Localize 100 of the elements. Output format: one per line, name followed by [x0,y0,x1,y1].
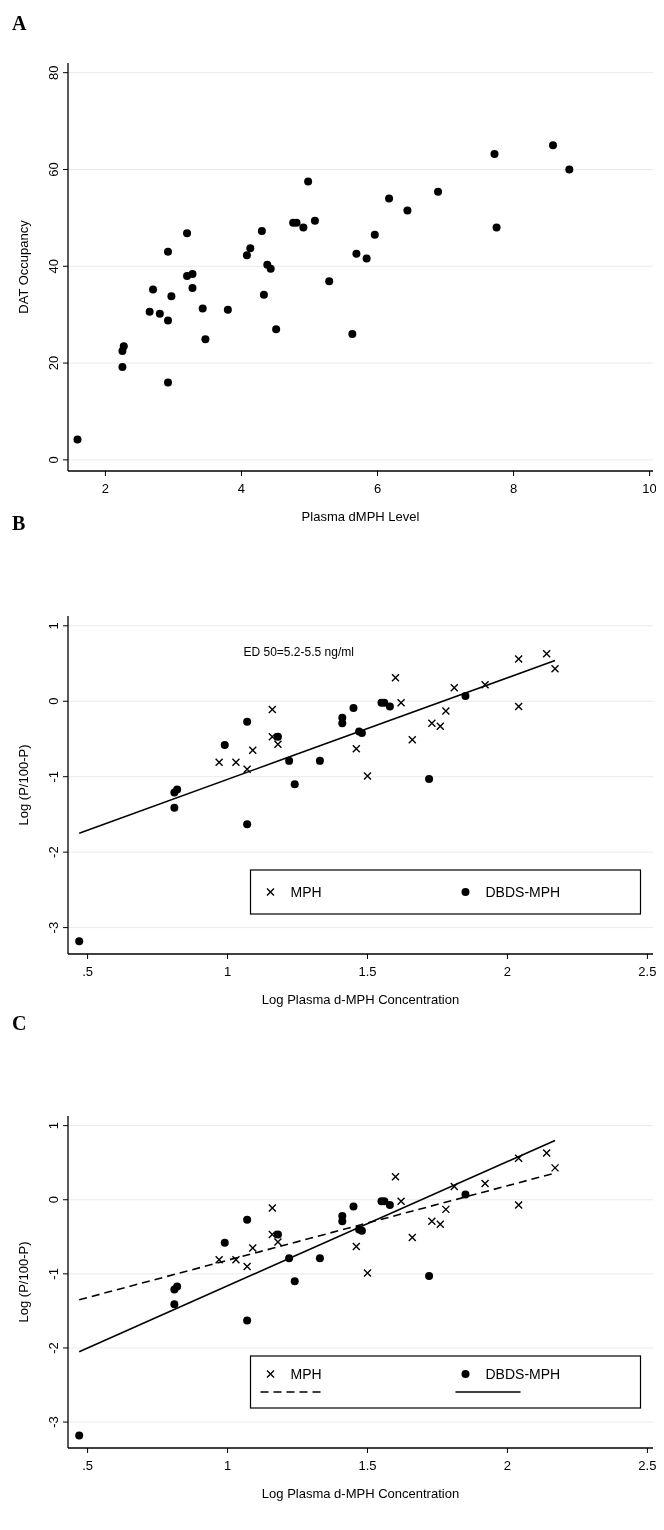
chart-title: C [12,1012,27,1034]
x-axis-title: Plasma dMPH Level [301,509,420,524]
point [352,744,361,753]
point [348,330,357,339]
point [73,435,82,444]
x-tick-label: 2 [503,1458,512,1473]
point [425,1272,434,1281]
y-tick-label: 0 [46,456,61,464]
point [248,1243,257,1253]
point [170,803,179,812]
point [75,1431,84,1440]
x-axis-title: Log Plasma d-MPH Concentration [261,992,460,1007]
point [315,756,324,765]
x-tick-label: 2 [101,481,110,496]
point [75,937,84,946]
point [290,780,299,789]
point [223,305,232,314]
point [450,683,459,692]
point [514,1154,523,1163]
point [385,1200,394,1209]
point [183,229,192,238]
x-tick-label: 2.5 [638,964,657,979]
legend-label: DBDS-MPH [485,884,561,900]
point [273,1237,283,1247]
point [542,649,551,658]
point [441,1205,451,1214]
point [198,304,207,313]
point [201,335,210,344]
point [231,758,241,767]
point [363,1268,372,1278]
point [163,378,172,387]
point [550,1163,560,1173]
point [310,216,319,225]
y-tick-label: 80 [46,65,61,80]
point [248,746,257,755]
point [396,1197,406,1206]
point [349,1202,358,1211]
point [338,713,347,722]
point [363,771,372,781]
point [243,820,252,829]
point [492,223,501,232]
point [550,664,560,674]
y-tick-label: 1 [46,622,61,630]
point [155,309,164,318]
point [403,206,412,215]
point [352,1242,361,1251]
point [272,325,281,334]
x-axis-title: Log Plasma d-MPH Concentration [261,1486,460,1501]
point [214,1255,224,1264]
x-tick-label: 1 [223,1458,232,1473]
legend-label: DBDS-MPH [485,1366,561,1382]
point [480,1179,490,1188]
y-tick-label: -1 [46,770,61,783]
point [246,244,255,253]
point [352,249,361,258]
point [163,247,172,256]
point [514,702,523,711]
point [565,165,574,174]
point [461,1190,470,1199]
point [290,1277,299,1286]
y-tick-label: 1 [46,1122,61,1130]
point [119,342,128,351]
point [441,706,451,716]
point [514,1200,523,1210]
y-tick-label: 20 [46,355,61,371]
y-tick-label: 0 [46,1196,61,1204]
point [118,362,127,371]
point [273,740,283,749]
point [268,1230,277,1239]
y-tick-label: -3 [46,1416,61,1428]
point [396,698,406,707]
point [273,732,282,741]
point [285,756,294,765]
y-tick-label: 0 [46,697,61,705]
point [315,1254,324,1263]
y-axis-title: Log (P/100-P) [16,744,31,826]
x-tick-label: 1.5 [358,1458,377,1473]
legend-label: MPH [290,1366,322,1382]
point [391,1172,400,1181]
point [425,774,434,783]
chart-title: A [12,12,27,34]
point [242,251,251,260]
point [188,270,197,279]
x-tick-label: 8 [509,481,518,496]
point [214,758,224,767]
x-tick-label: 1 [223,964,232,979]
point [273,1230,282,1239]
y-axis-title: Log (P/100-P) [16,1241,31,1323]
point [243,1316,252,1325]
point [514,654,523,664]
point [408,735,417,744]
point [362,254,371,263]
y-tick-label: -3 [46,921,61,934]
x-tick-label: 2 [503,964,512,979]
point [549,141,558,150]
point [304,177,313,186]
legend-label: MPH [290,884,322,900]
x-tick-label: .5 [82,964,94,979]
point [145,307,154,316]
y-tick-label: 40 [46,259,61,274]
